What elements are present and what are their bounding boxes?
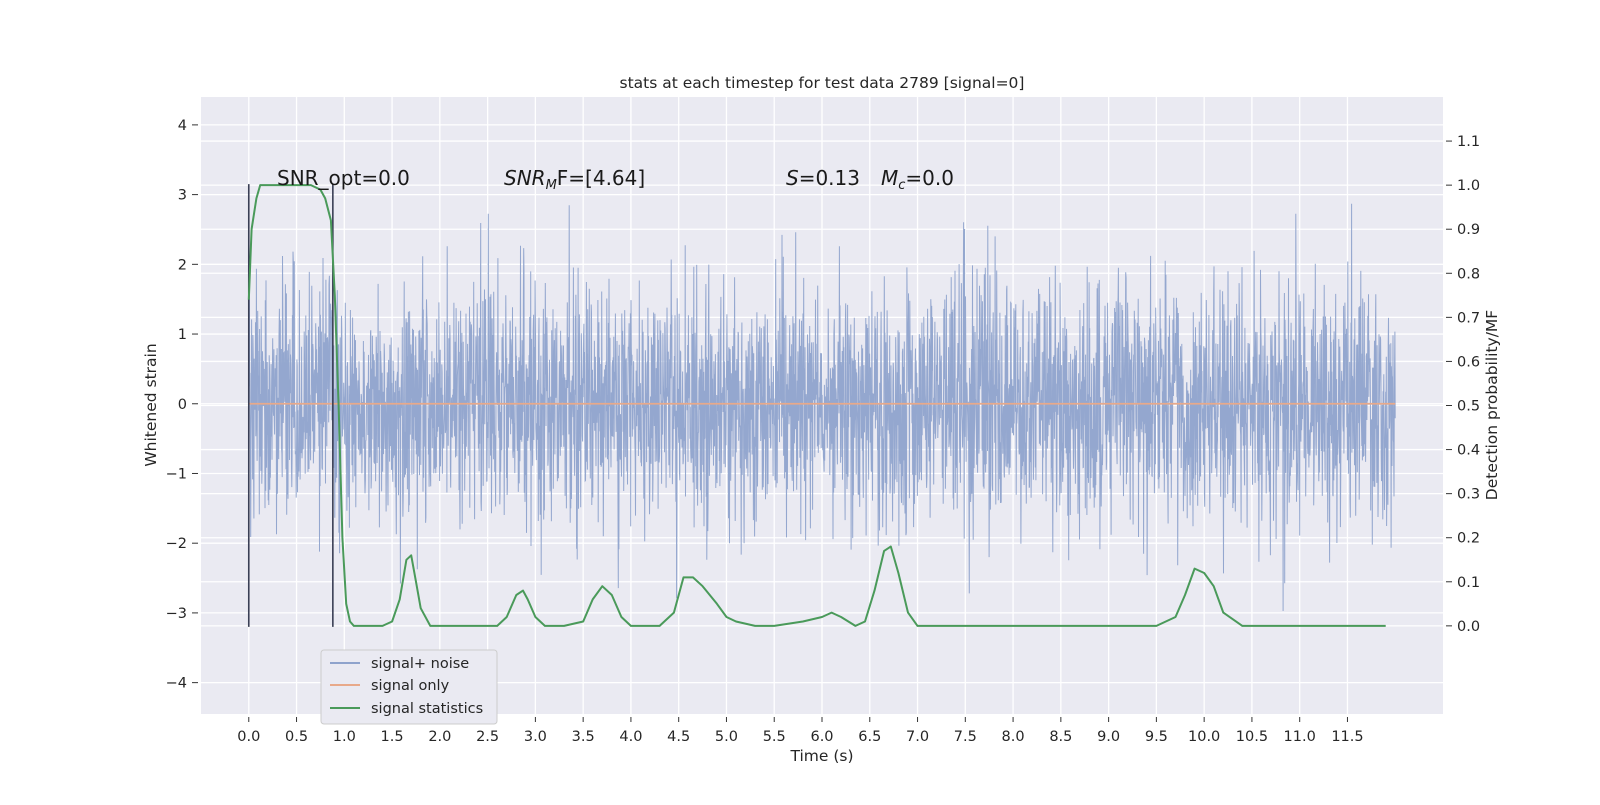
y-right-tick-label: 0.1	[1457, 575, 1480, 591]
y-left-tick-label: 4	[178, 118, 187, 134]
y-left-tick-label: −1	[166, 466, 187, 482]
legend-label-signal-statistics: signal statistics	[371, 701, 483, 717]
x-tick-label: 4.5	[667, 729, 690, 745]
line-signal-statistics	[247, 184, 1386, 627]
x-tick-label: 3.0	[524, 729, 547, 745]
x-tick-label: 5.0	[715, 729, 738, 745]
y-left-tick-label: −4	[166, 676, 187, 692]
x-tick-label: 8.5	[1049, 729, 1072, 745]
x-tick-label: 0.5	[285, 729, 308, 745]
y-left-tick-label: −3	[166, 606, 187, 622]
series-signal-statistics	[247, 184, 1386, 627]
chart-title: stats at each timestep for test data 278…	[620, 74, 1025, 92]
annotation-snr-opt: SNR_opt=0.0	[277, 166, 410, 190]
annotation-snr-mf-suffix: F=[4.64]	[557, 166, 645, 190]
annotation-snr-mf: SNRMF=[4.64]	[504, 166, 645, 193]
x-tick-label: 4.0	[619, 729, 642, 745]
series-signal-plus-noise	[248, 203, 1396, 612]
x-tick-label: 1.0	[333, 729, 356, 745]
y-right-tick-label: 0.6	[1457, 354, 1480, 370]
annotation-mc: Mc=0.0	[881, 166, 954, 193]
annotation-snr-mf-sub: M	[546, 178, 557, 193]
x-tick-label: 6.5	[858, 729, 881, 745]
annotation-snr-mf-base: SNR	[504, 166, 546, 190]
x-tick-label: 0.0	[237, 729, 260, 745]
x-tick-label: 5.5	[763, 729, 786, 745]
x-axis-label: Time (s)	[789, 747, 853, 765]
y-left-tick-labels: −4 −3 −2 −1 0 1 2 3 4	[166, 118, 198, 692]
x-tick-label: 1.5	[381, 729, 404, 745]
legend-box	[320, 649, 498, 725]
line-signal-plus-noise	[248, 203, 1396, 612]
y-right-tick-label: 0.2	[1457, 531, 1480, 547]
x-tick-label: 2.5	[476, 729, 499, 745]
y-right-tick-label: 0.8	[1457, 266, 1480, 282]
x-tick-label: 10.5	[1236, 729, 1268, 745]
annotation-mc-sub: c	[898, 178, 905, 193]
y-left-axis-label: Whitened strain	[142, 343, 160, 466]
y-right-axis-label: Detection probability/MF	[1483, 310, 1501, 501]
annotation-s-value: =0.13	[799, 166, 860, 190]
y-right-tick-label: 1.0	[1457, 178, 1480, 194]
legend-label-signal-plus-noise: signal+ noise	[371, 656, 469, 672]
y-left-tick-label: −2	[166, 536, 187, 552]
y-right-tick-label: 0.5	[1457, 399, 1480, 415]
x-tick-label: 9.0	[1097, 729, 1120, 745]
annotation-mc-value: =0.0	[905, 166, 954, 190]
y-left-tick-label: 0	[178, 397, 187, 413]
x-tick-labels: 0.0 0.5 1.0 1.5 2.0 2.5 3.0 3.5 4.0 4.5 5.0 5.5 6.0 6…	[237, 717, 1364, 745]
x-tick-label: 7.0	[906, 729, 929, 745]
x-tick-label: 11.0	[1284, 729, 1316, 745]
x-tick-label: 9.5	[1145, 729, 1168, 745]
x-tick-label: 11.5	[1331, 729, 1363, 745]
annotation-mc-base: M	[881, 166, 898, 190]
y-right-tick-label: 0.0	[1457, 619, 1480, 635]
y-right-tick-label: 0.3	[1457, 487, 1480, 503]
annotations: SNR_opt=0.0 SNRMF=[4.64] S=0.13 Mc=0.0	[277, 166, 954, 193]
y-left-tick-label: 1	[178, 327, 187, 343]
y-right-tick-label: 1.1	[1457, 134, 1480, 150]
y-right-tick-label: 0.7	[1457, 310, 1480, 326]
x-tick-label: 10.0	[1188, 729, 1220, 745]
legend: signal+ noise signal only signal statist…	[320, 649, 498, 725]
x-tick-label: 6.0	[810, 729, 833, 745]
legend-label-signal-only: signal only	[371, 678, 450, 694]
x-tick-label: 3.5	[572, 729, 595, 745]
x-tick-label: 2.0	[428, 729, 451, 745]
annotation-s-label: S	[786, 166, 799, 190]
y-left-tick-label: 3	[178, 188, 187, 204]
y-left-tick-label: 2	[178, 257, 187, 273]
x-tick-label: 8.0	[1002, 729, 1025, 745]
y-right-tick-labels: 0.0 0.1 0.2 0.3 0.4 0.5 0.6 0.7 0.8 0.9 1.0 1.1	[1446, 134, 1480, 635]
y-right-tick-label: 0.9	[1457, 222, 1480, 238]
annotation-s: S=0.13	[786, 166, 860, 190]
y-right-tick-label: 0.4	[1457, 443, 1480, 459]
x-tick-label: 7.5	[954, 729, 977, 745]
